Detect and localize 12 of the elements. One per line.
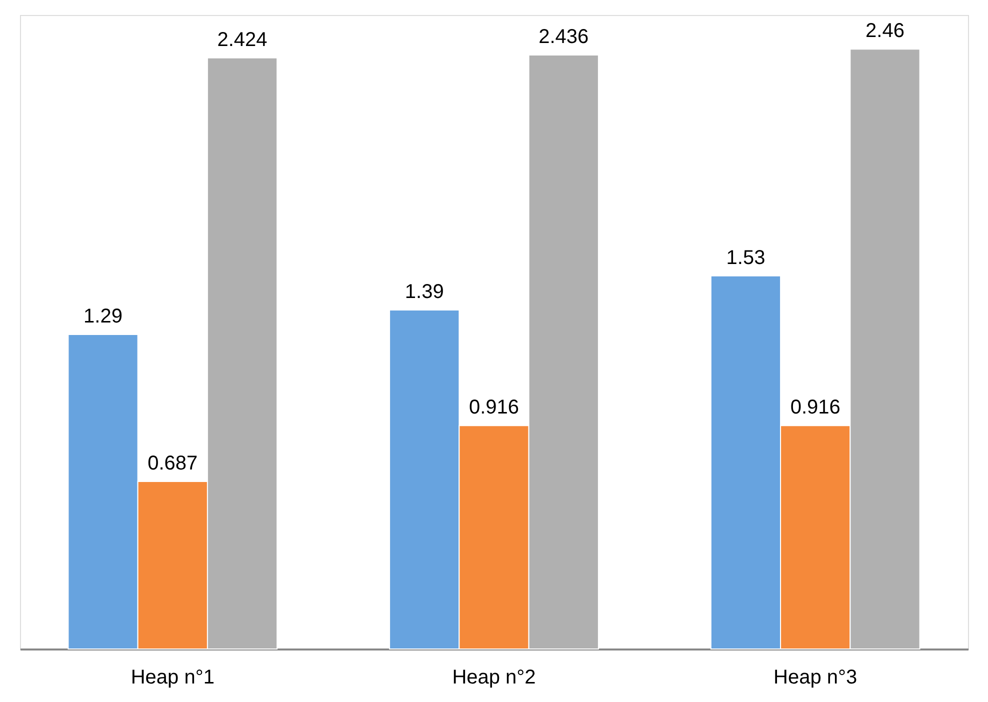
data-label: 2.436 — [538, 26, 589, 48]
data-label: 0.916 — [790, 396, 840, 419]
data-label: 2.424 — [217, 28, 268, 51]
data-label: 0.916 — [468, 396, 520, 419]
data-label: 2.46 — [866, 20, 904, 42]
x-tick-label: Heap n°3 — [774, 666, 858, 688]
data-label: 1.39 — [404, 281, 444, 304]
data-label: 1.29 — [84, 305, 122, 328]
x-tick-label: Heap n°2 — [452, 666, 536, 688]
x-tick-label: Heap n°1 — [130, 666, 214, 688]
data-label: 0.687 — [148, 452, 198, 474]
data-label: 1.53 — [726, 246, 766, 269]
